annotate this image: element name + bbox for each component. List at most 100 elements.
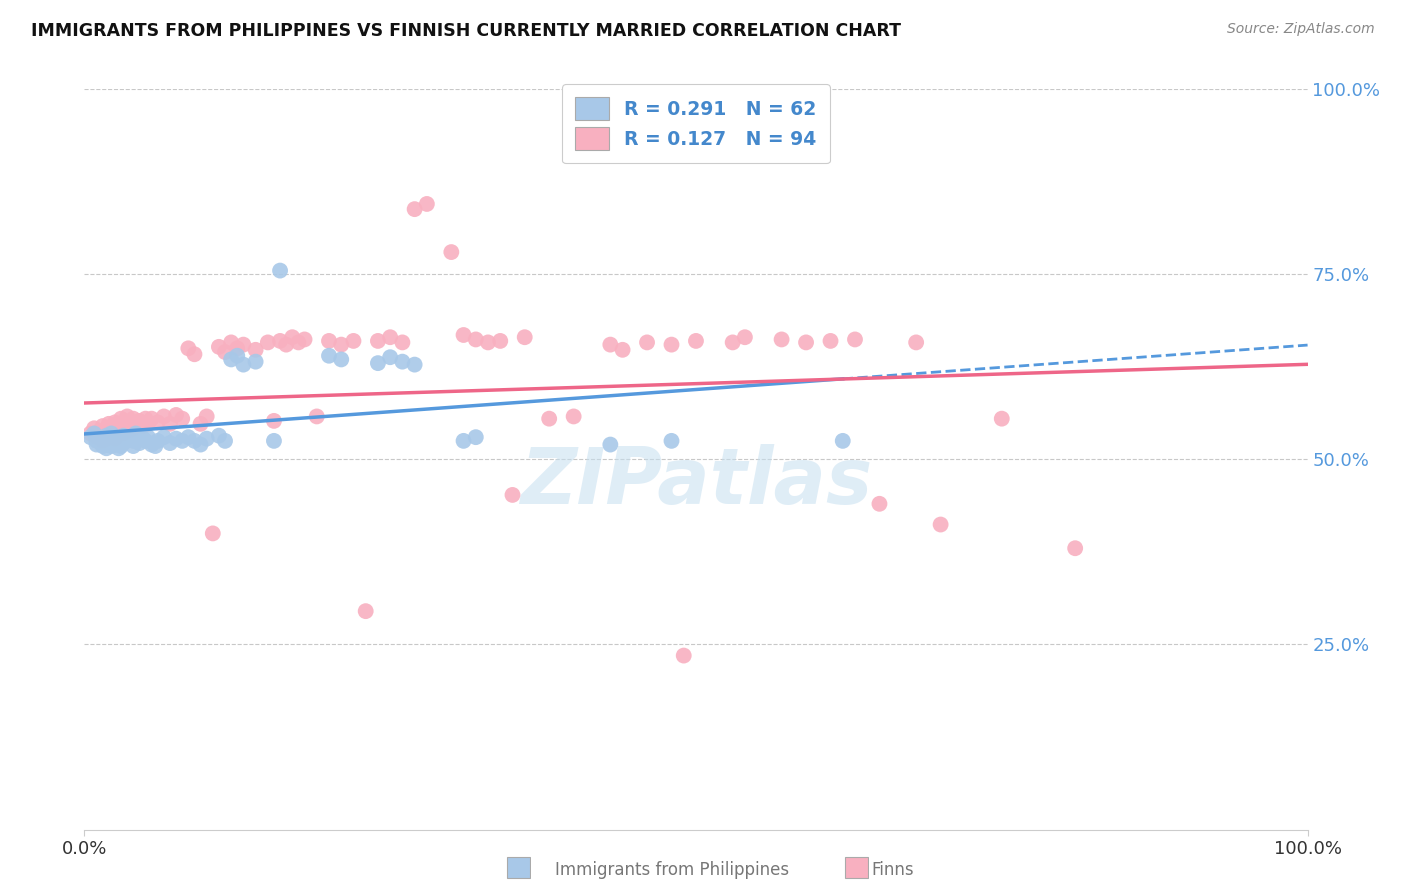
Point: [87, 424, 110, 438]
Point: [599, 337, 621, 351]
Point: [195, 409, 218, 424]
Point: [416, 197, 439, 211]
Point: [86, 434, 108, 448]
Point: [153, 409, 176, 424]
Point: [112, 428, 135, 442]
Point: [110, 434, 132, 448]
Point: [146, 415, 169, 429]
Text: Source: ZipAtlas.com: Source: ZipAtlas.com: [1227, 22, 1375, 37]
Point: [91, 434, 114, 448]
Point: [354, 604, 377, 618]
Point: [489, 334, 512, 348]
Point: [391, 335, 413, 350]
Point: [562, 409, 585, 424]
Point: [685, 334, 707, 348]
Point: [100, 430, 122, 444]
Point: [226, 341, 249, 355]
Point: [96, 428, 118, 442]
Point: [502, 488, 524, 502]
Point: [87, 432, 110, 446]
Point: [100, 426, 122, 441]
Point: [83, 421, 105, 435]
Point: [440, 245, 463, 260]
Point: [122, 411, 145, 425]
Point: [1064, 541, 1087, 556]
Point: [226, 349, 249, 363]
Point: [464, 333, 486, 347]
Point: [276, 337, 298, 351]
Point: [146, 434, 169, 448]
Point: [141, 411, 163, 425]
Point: [104, 430, 127, 444]
Point: [232, 358, 254, 372]
Point: [721, 335, 744, 350]
Point: [190, 437, 212, 451]
Point: [79, 430, 101, 444]
Point: [464, 430, 486, 444]
Point: [79, 426, 101, 441]
Text: Immigrants from Philippines: Immigrants from Philippines: [555, 861, 790, 879]
Point: [183, 347, 205, 361]
Point: [263, 414, 285, 428]
Point: [342, 334, 364, 348]
Point: [125, 426, 148, 441]
Point: [612, 343, 634, 357]
Legend: R = 0.291   N = 62, R = 0.127   N = 94: R = 0.291 N = 62, R = 0.127 N = 94: [562, 84, 830, 163]
Point: [104, 437, 127, 451]
Point: [257, 335, 280, 350]
Point: [513, 330, 536, 344]
Point: [159, 417, 181, 431]
Point: [107, 432, 129, 446]
Text: Finns: Finns: [872, 861, 914, 879]
Point: [97, 426, 120, 441]
Point: [190, 417, 212, 431]
Point: [83, 426, 105, 441]
Point: [159, 436, 181, 450]
Point: [929, 517, 952, 532]
Point: [115, 433, 138, 447]
Point: [125, 417, 148, 431]
Point: [195, 432, 218, 446]
Point: [367, 334, 389, 348]
Point: [183, 434, 205, 448]
Point: [112, 426, 135, 441]
Point: [269, 334, 291, 348]
Point: [391, 354, 413, 368]
Point: [770, 333, 793, 347]
Point: [305, 409, 328, 424]
Point: [128, 414, 150, 428]
Point: [380, 350, 402, 364]
Point: [201, 526, 224, 541]
Point: [318, 349, 340, 363]
Point: [97, 417, 120, 431]
Point: [245, 354, 267, 368]
Point: [219, 335, 242, 350]
Point: [404, 358, 426, 372]
Point: [245, 343, 267, 357]
Point: [104, 415, 127, 429]
Text: ZIPatlas: ZIPatlas: [520, 443, 872, 520]
Point: [208, 340, 231, 354]
Point: [112, 417, 135, 431]
Point: [122, 421, 145, 435]
Point: [96, 442, 118, 456]
Point: [122, 439, 145, 453]
Point: [172, 434, 194, 448]
Point: [136, 417, 159, 431]
Point: [91, 436, 114, 450]
Point: [831, 434, 853, 448]
Point: [269, 263, 291, 277]
Point: [143, 439, 166, 453]
Point: [96, 423, 118, 437]
Point: [330, 352, 353, 367]
Point: [905, 335, 928, 350]
Point: [100, 434, 122, 448]
Point: [844, 333, 866, 347]
Point: [538, 411, 561, 425]
Point: [100, 439, 122, 453]
Point: [107, 419, 129, 434]
Point: [636, 335, 658, 350]
Point: [132, 432, 155, 446]
Point: [404, 202, 426, 216]
Point: [380, 330, 402, 344]
